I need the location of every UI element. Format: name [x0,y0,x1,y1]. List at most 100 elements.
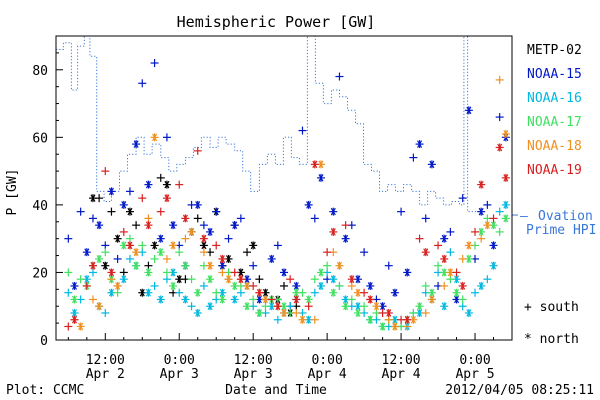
point-south [101,308,110,317]
point-south [434,261,443,270]
point-south [162,268,171,277]
point-north [125,241,134,250]
point-south [261,302,270,311]
point-north [88,194,97,203]
point-north [452,288,461,297]
point-north [316,281,325,290]
point-north [175,275,184,284]
point-south [101,167,110,176]
point-south [249,295,258,304]
series-noaa-15 [64,59,510,311]
point-south [212,288,221,297]
point-south [88,268,97,277]
point-south [323,261,332,270]
point-south [193,146,202,155]
point-north [477,180,486,189]
point-north [206,275,215,284]
x-tick-label-date: Apr 4 [308,367,347,382]
point-north [495,143,504,152]
x-axis-label: Date and Time [225,383,327,398]
point-north [477,281,486,290]
point-north [316,173,325,182]
point-north [150,241,159,250]
point-north [230,221,239,230]
point-south [144,214,153,223]
point-south [267,295,276,304]
point-south [471,288,480,297]
x-tick-label-date: Apr 2 [86,367,125,382]
point-south [119,227,128,236]
point-south [236,288,245,297]
point-north [384,308,393,317]
point-south [175,248,184,257]
point-south [310,275,319,284]
point-north [329,275,338,284]
point-north [390,288,399,297]
x-tick-label-time: 0:00 [459,353,490,368]
point-north [113,234,122,243]
point-south [298,126,307,135]
point-north [70,315,79,324]
point-north [132,261,141,270]
point-north [125,207,134,216]
point-north [95,254,104,263]
point-north [267,254,276,263]
point-north [353,308,362,317]
point-north [156,234,165,243]
point-south [458,295,467,304]
point-south [199,221,208,230]
point-north [119,200,128,209]
point-south [150,281,159,290]
x-tick-label-time: 12:00 [234,353,273,368]
point-south [446,227,455,236]
point-south [434,241,443,250]
point-south [360,302,369,311]
x-tick-label-time: 0:00 [311,353,342,368]
point-south [199,248,208,257]
ovation-series-line [56,35,479,213]
point-north [206,261,215,270]
point-south [421,281,430,290]
point-north [144,268,153,277]
timestamp: 2012/04/05 08:25:11 [445,383,594,398]
point-north [181,261,190,270]
point-south [162,254,171,263]
point-north [298,315,307,324]
point-north [378,302,387,311]
point-south [255,275,264,284]
point-north [501,200,510,209]
ovation-legend-line1: Ovation [538,209,593,224]
point-south [119,268,128,277]
point-south [310,288,319,297]
point-south [113,288,122,297]
series-noaa-18 [70,75,510,331]
point-north [316,268,325,277]
point-north [403,268,412,277]
point-north [107,187,116,196]
point-north [304,200,313,209]
point-north [458,281,467,290]
marker-legend: + south * north [524,300,579,347]
point-north [82,248,91,257]
point-north [347,275,356,284]
point-south [292,308,301,317]
point-north [440,254,449,263]
legend-entry: NOAA-15 [527,67,582,82]
y-tick-label: 60 [32,131,48,146]
point-north [193,288,202,297]
point-north [249,241,258,250]
point-south [101,248,110,257]
point-south [230,268,239,277]
point-north [169,281,178,290]
point-north [440,234,449,243]
point-south [409,153,418,162]
point-north [70,295,79,304]
point-north [95,302,104,311]
point-south [495,227,504,236]
point-south [150,254,159,263]
point-south [175,288,184,297]
point-north [390,322,399,331]
point-south [156,207,165,216]
